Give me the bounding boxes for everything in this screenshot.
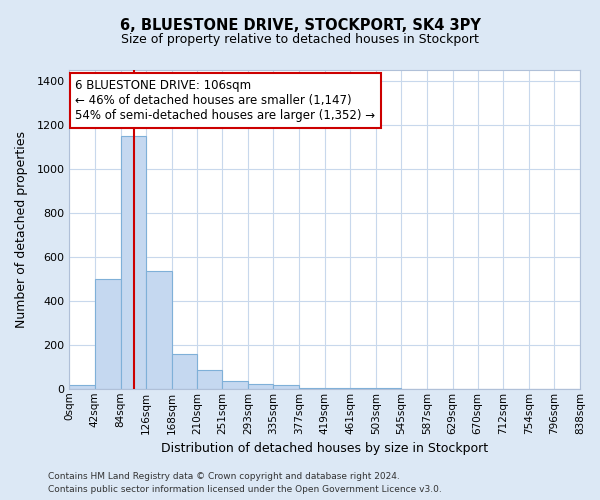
Bar [222,381,248,389]
Bar [248,384,274,389]
Bar [274,386,299,389]
Text: 6, BLUESTONE DRIVE, STOCKPORT, SK4 3PY: 6, BLUESTONE DRIVE, STOCKPORT, SK4 3PY [119,18,481,32]
Bar [121,136,146,389]
Y-axis label: Number of detached properties: Number of detached properties [15,131,28,328]
X-axis label: Distribution of detached houses by size in Stockport: Distribution of detached houses by size … [161,442,488,455]
Bar [325,388,350,389]
Bar [197,370,222,389]
Bar [299,388,325,389]
Bar [146,271,172,389]
Bar [95,279,121,389]
Text: 6 BLUESTONE DRIVE: 106sqm
← 46% of detached houses are smaller (1,147)
54% of se: 6 BLUESTONE DRIVE: 106sqm ← 46% of detac… [76,80,376,122]
Text: Contains public sector information licensed under the Open Government Licence v3: Contains public sector information licen… [48,485,442,494]
Text: Contains HM Land Registry data © Crown copyright and database right 2024.: Contains HM Land Registry data © Crown c… [48,472,400,481]
Text: Size of property relative to detached houses in Stockport: Size of property relative to detached ho… [121,32,479,46]
Bar [70,386,95,389]
Bar [172,354,197,389]
Bar [350,388,376,389]
